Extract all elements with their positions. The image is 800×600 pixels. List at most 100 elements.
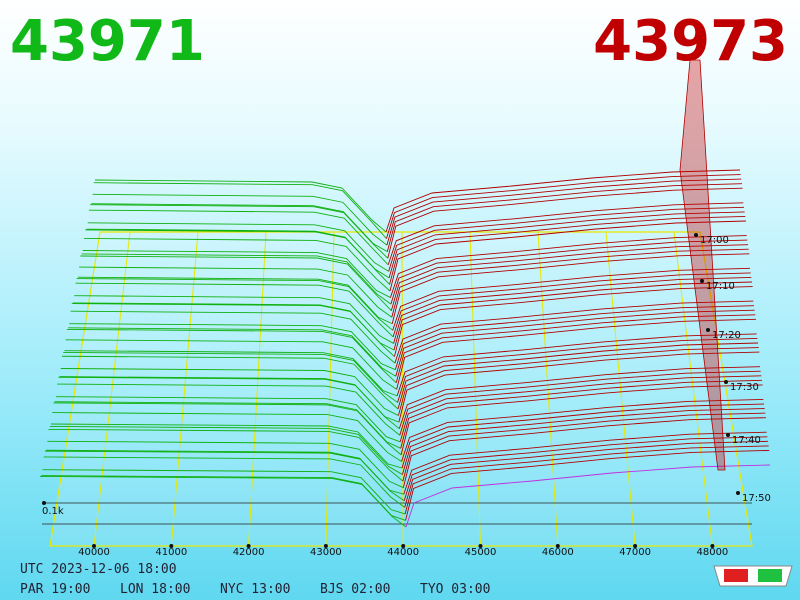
price-tick-label: 44000 [387, 547, 419, 558]
floor-plane [42, 231, 753, 548]
bid-curve [86, 228, 390, 279]
ask-curve [395, 314, 756, 383]
price-dot [169, 544, 174, 548]
ask-curve [401, 403, 765, 469]
bid-curve [52, 412, 402, 462]
price-dot [92, 544, 96, 548]
bid-curve [54, 401, 401, 449]
time-tick-label: 17:10 [706, 281, 735, 292]
ask-curve [402, 417, 767, 488]
ask-curve [404, 445, 769, 515]
depth-label: 0.1k [42, 506, 64, 517]
bid-curve [81, 253, 392, 305]
ask-curve [394, 286, 753, 357]
bid-curve [65, 339, 397, 390]
ask-curve [397, 342, 759, 410]
price-tick-label: 45000 [465, 547, 497, 558]
price-dot [401, 544, 406, 548]
ask-curve [396, 333, 757, 397]
bid-curve [47, 440, 404, 489]
ask-curve [392, 267, 751, 331]
ask-curve [395, 309, 755, 377]
ask-curve [397, 337, 758, 403]
ask-curve [387, 202, 744, 265]
floor-grid-line [93, 231, 131, 547]
bid-price: 43971 [10, 9, 205, 74]
bid-curve [46, 449, 404, 495]
price-dot [323, 544, 328, 548]
ask-curve [391, 248, 749, 318]
bid-curve [83, 237, 391, 292]
bid-curve [63, 352, 398, 403]
bid-curve [77, 276, 393, 325]
bid-curve [76, 278, 393, 331]
ask-curve [398, 351, 760, 423]
bid-curve [43, 456, 405, 508]
ask-curve [392, 272, 751, 338]
ask-curve [401, 398, 764, 462]
bid-curve [79, 266, 393, 318]
time-dot [700, 279, 704, 283]
ask-curve [400, 379, 763, 449]
price-dot [555, 544, 560, 548]
ask-curve [393, 276, 752, 344]
ask-curve [405, 464, 771, 528]
time-tick-label: 17:40 [732, 435, 761, 446]
ask-curve [386, 183, 743, 252]
bid-curve [61, 355, 399, 410]
floor-grid-line [537, 231, 559, 547]
ask-curve [390, 239, 748, 305]
floor-grid-line [469, 231, 481, 547]
ask-curve [385, 169, 741, 233]
time-dot [726, 433, 730, 437]
glasses-lens-red [724, 569, 748, 582]
ask-curve [398, 347, 759, 416]
bid-curve [90, 204, 389, 259]
ask-curve [390, 244, 749, 311]
depth-lines [39, 59, 771, 528]
floor-grid-line [325, 231, 335, 547]
price-dot [633, 544, 638, 548]
bid-curve [94, 179, 387, 233]
price-tick-label: 42000 [233, 547, 265, 558]
ask-curve [398, 366, 761, 429]
ask-curve [388, 211, 745, 279]
ask-curve [389, 220, 747, 292]
zone-time: LON 18:00 [120, 582, 190, 597]
bid-curve [72, 302, 395, 351]
time-tick-label: 17:20 [712, 330, 741, 341]
glasses-lens-green [758, 569, 782, 582]
price-tick-label: 41000 [155, 547, 187, 558]
ask-curve [394, 300, 754, 364]
price-tick-label: 40000 [78, 547, 110, 558]
price-dot [710, 544, 715, 548]
ask-curve [405, 449, 770, 521]
time-tick-label: 17:50 [742, 493, 771, 504]
bid-curve [49, 425, 403, 475]
zone-time: NYC 13:00 [220, 582, 290, 597]
glasses-icon [713, 565, 793, 587]
ask-curve [399, 370, 761, 436]
bid-curve [74, 295, 394, 344]
axis-labels: 40000 41000 42000 43000 44000 45000 46000 47000… [42, 233, 771, 558]
price-tick-label: 47000 [619, 547, 651, 558]
bid-curve [91, 203, 388, 253]
bid-curve [48, 428, 404, 482]
ask-curve [400, 384, 763, 455]
bid-curve [41, 475, 406, 521]
ask-curve [402, 412, 766, 482]
price-tick-label: 46000 [542, 547, 574, 558]
bid-curve [85, 229, 390, 285]
ask-curve [388, 206, 745, 272]
bid-curve [42, 469, 406, 515]
ask-curve [386, 174, 741, 239]
ask-curve [402, 408, 765, 475]
time-dot [724, 380, 728, 384]
bid-curve [66, 328, 397, 384]
price-tick-label: 48000 [696, 547, 728, 558]
bid-curve [87, 222, 389, 272]
ask-curve [387, 187, 743, 259]
ask-curve [390, 235, 747, 298]
